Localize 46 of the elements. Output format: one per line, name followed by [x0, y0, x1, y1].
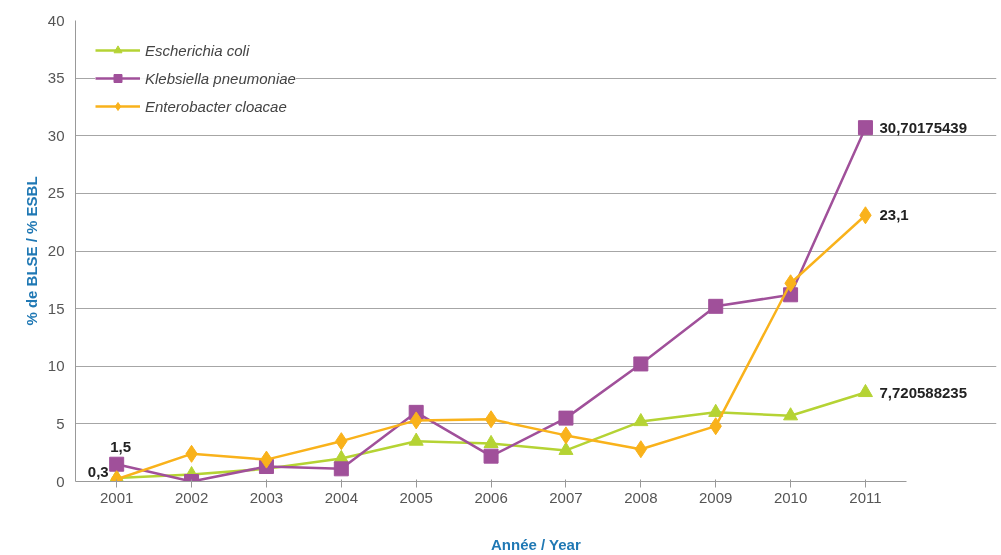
x-axis-title: Année / Year: [490, 535, 581, 553]
data-label: 23,1: [879, 206, 909, 224]
y-tick-label: 40: [47, 11, 65, 29]
x-tick-label: 2005: [399, 488, 433, 506]
point: [484, 410, 498, 429]
y-tick-label: 20: [47, 242, 65, 259]
point: [333, 461, 349, 477]
y-tick-label: 5: [56, 414, 65, 432]
y-tick-label: 0: [56, 472, 65, 490]
x-tick-label: 2007: [549, 488, 583, 506]
legend-label: Klebsiella pneumoniae: [145, 69, 296, 87]
point: [559, 426, 573, 445]
point: [633, 412, 649, 427]
data-label: 30,70175439: [879, 118, 968, 136]
point: [558, 441, 574, 455]
point: [708, 298, 724, 314]
point: [483, 434, 499, 449]
x-tick-label: 2004: [324, 488, 359, 506]
point: [558, 410, 574, 426]
legend-label: Escherichia coli: [145, 41, 250, 59]
point: [708, 403, 724, 417]
point: [783, 407, 799, 421]
y-tick-label: 15: [47, 299, 65, 317]
y-tick-label: 25: [47, 184, 65, 202]
x-tick-label: 2009: [699, 488, 733, 506]
x-tick-label: 2006: [474, 488, 508, 506]
x-tick-label: 2002: [174, 488, 209, 506]
y-tick-label: 30: [47, 126, 65, 144]
x-tick-label: 2011: [849, 488, 882, 506]
point: [483, 448, 499, 464]
x-tick-label: 2008: [624, 488, 658, 506]
point: [633, 356, 649, 372]
data-label: 7,720588235: [879, 383, 968, 401]
point: [408, 432, 424, 446]
x-tick-label: 2010: [773, 488, 808, 506]
y-tick-label: 35: [47, 69, 65, 87]
y-axis-title: % de BLSE / % ESBL: [22, 176, 40, 326]
x-tick-label: 2003: [249, 488, 284, 506]
point: [857, 383, 873, 398]
data-label: 0,3: [87, 463, 109, 481]
point: [109, 456, 125, 472]
legend-label: Enterobacter cloacae: [145, 97, 287, 115]
x-tick-label: 2001: [100, 488, 134, 506]
y-tick-label: 10: [47, 357, 65, 375]
data-label: 1,5: [110, 438, 132, 456]
point: [857, 120, 873, 136]
